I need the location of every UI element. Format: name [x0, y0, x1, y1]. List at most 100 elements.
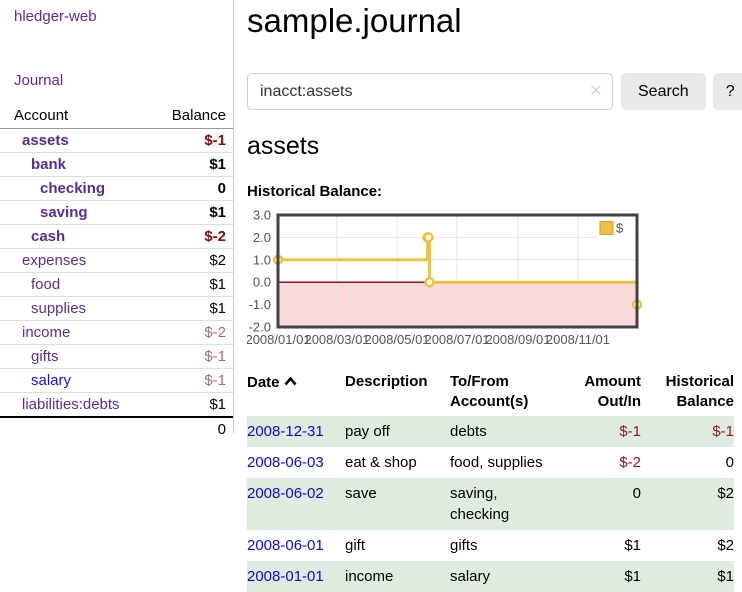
account-row: assets $-1 [0, 129, 234, 153]
account-balance: $-1 [204, 132, 226, 149]
x-tick-label: 2008/07/01 [424, 332, 489, 347]
y-tick-label: -2.0 [249, 320, 271, 335]
main-content: sample.journal ✕ Search ? assets Histori… [234, 0, 742, 592]
transaction-date-cell: 2008-06-03 [247, 447, 345, 478]
account-link[interactable]: saving [40, 204, 88, 221]
transaction-date-link[interactable]: 2008-06-03 [247, 454, 324, 471]
account-balance: $-2 [157, 320, 234, 345]
sidebar-nav: Journal [0, 72, 234, 89]
clear-search-icon[interactable]: ✕ [588, 81, 603, 100]
account-row: salary $-1 [0, 368, 234, 393]
transaction-balance: $1 [641, 561, 734, 592]
register-row: 2008-06-02 save saving, checking 0 $2 [247, 478, 734, 530]
accounts-total-spacer [0, 416, 158, 441]
sidebar: hledger-web Journal Account Balance asse… [0, 0, 234, 582]
transaction-description: eat & shop [345, 454, 417, 471]
account-link[interactable]: liabilities:debts [22, 396, 120, 413]
transaction-accounts: salary [450, 561, 554, 592]
account-row: liabilities:debts $1 [0, 392, 234, 417]
register-col-date[interactable]: Date [247, 370, 345, 416]
help-button[interactable]: ? [712, 73, 742, 110]
account-link[interactable]: assets [22, 132, 69, 149]
transaction-description: income [345, 561, 450, 592]
sidebar-item-journal[interactable]: Journal [14, 72, 64, 89]
account-link[interactable]: food [31, 276, 61, 293]
transaction-accounts: gifts [450, 537, 478, 554]
y-tick-label: 2.0 [253, 230, 271, 245]
account-row: bank $1 [0, 152, 234, 177]
accounts-col-balance: Balance [157, 104, 234, 129]
account-link[interactable]: salary [31, 372, 72, 389]
legend-swatch [599, 221, 614, 235]
y-tick-label: 1.0 [253, 252, 271, 267]
data-point-marker [423, 232, 434, 243]
account-row: saving $1 [0, 200, 234, 225]
page-title: sample.journal [247, 2, 462, 39]
x-tick-label: 2008/03/01 [304, 332, 369, 347]
account-link[interactable]: cash [31, 228, 66, 245]
plot-border [276, 213, 639, 329]
transaction-balance: $2 [717, 537, 734, 554]
transaction-date-cell: 2008-12-31 [247, 416, 345, 447]
accounts-header-row: Account Balance [0, 104, 234, 129]
account-cell: salary [0, 368, 158, 393]
account-title: assets [247, 132, 320, 160]
account-balance: $2 [157, 248, 234, 273]
accounts-table: Account Balance assets $-1 bank $1 checking 0… [0, 104, 234, 441]
account-link[interactable]: gifts [31, 348, 59, 365]
transaction-date-cell: 2008-01-01 [247, 561, 345, 592]
account-cell: assets [0, 129, 157, 153]
transaction-amount: $-2 [619, 454, 641, 471]
account-link[interactable]: expenses [22, 252, 87, 269]
account-row: food $1 [0, 272, 234, 297]
transaction-amount: $1 [554, 561, 641, 592]
chart-svg: $3.0 2.0 1.0 0.0 -1.0 -2.02008/01/012008/03/0… [245, 208, 643, 347]
account-link[interactable]: income [22, 324, 71, 341]
transaction-date-cell: 2008-06-01 [247, 530, 345, 561]
transaction-amount: 0 [554, 478, 641, 530]
account-link[interactable]: bank [31, 156, 67, 173]
data-point-marker [424, 276, 435, 288]
account-link[interactable]: checking [40, 180, 106, 197]
transaction-accounts: saving, checking [450, 478, 554, 530]
legend-label: $ [616, 221, 624, 236]
accounts-total-row: 0 [0, 416, 234, 441]
account-cell: income [0, 320, 158, 345]
transaction-date-link[interactable]: 2008-06-02 [247, 485, 324, 502]
account-cell: bank [0, 152, 158, 177]
transaction-description: save [345, 478, 450, 530]
search-bar: ✕ Search ? [247, 73, 742, 110]
account-cell: checking [0, 176, 158, 201]
account-cell: expenses [0, 248, 158, 273]
x-tick-label: 2008/11/01 [546, 332, 610, 347]
transaction-date-link[interactable]: 2008-12-31 [247, 423, 324, 440]
account-cell: gifts [0, 344, 158, 369]
account-cell: supplies [0, 296, 158, 321]
register-table: Date Description To/From Account(s) Amou… [247, 370, 734, 592]
transaction-balance: $2 [641, 478, 734, 530]
transaction-balance: $-1 [641, 416, 734, 447]
accounts-total-value: 0 [157, 416, 234, 441]
accounts-col-account: Account [0, 104, 158, 129]
app-brand-link[interactable]: hledger-web [14, 8, 97, 25]
search-input[interactable] [247, 73, 613, 110]
register-row: 2008-06-01 gift gifts $1 $2 [247, 530, 734, 561]
account-row: expenses $2 [0, 248, 234, 273]
register-header-row: Date Description To/From Account(s) Amou… [247, 370, 734, 416]
register-row: 2008-06-03 eat & shop food, supplies $-2 0 [247, 447, 734, 478]
search-button[interactable]: Search [621, 73, 706, 110]
register-col-balance: Historical Balance [665, 373, 734, 410]
account-cell: food [0, 272, 158, 297]
y-tick-label: 3.0 [253, 208, 271, 223]
account-row: checking 0 [0, 176, 234, 201]
transaction-date-link[interactable]: 2008-06-01 [247, 537, 324, 554]
transaction-date-cell: 2008-06-02 [247, 478, 345, 530]
transaction-date-link[interactable]: 2008-01-01 [247, 568, 324, 585]
historical-balance-chart: $3.0 2.0 1.0 0.0 -1.0 -2.0 2008/01/01 2008/03/0… [245, 208, 742, 353]
account-cell: saving [0, 200, 158, 225]
account-link[interactable]: supplies [31, 300, 87, 317]
account-balance: $1 [157, 200, 234, 225]
search-input-wrap: ✕ [247, 73, 613, 110]
account-cell: liabilities:debts [0, 392, 158, 417]
